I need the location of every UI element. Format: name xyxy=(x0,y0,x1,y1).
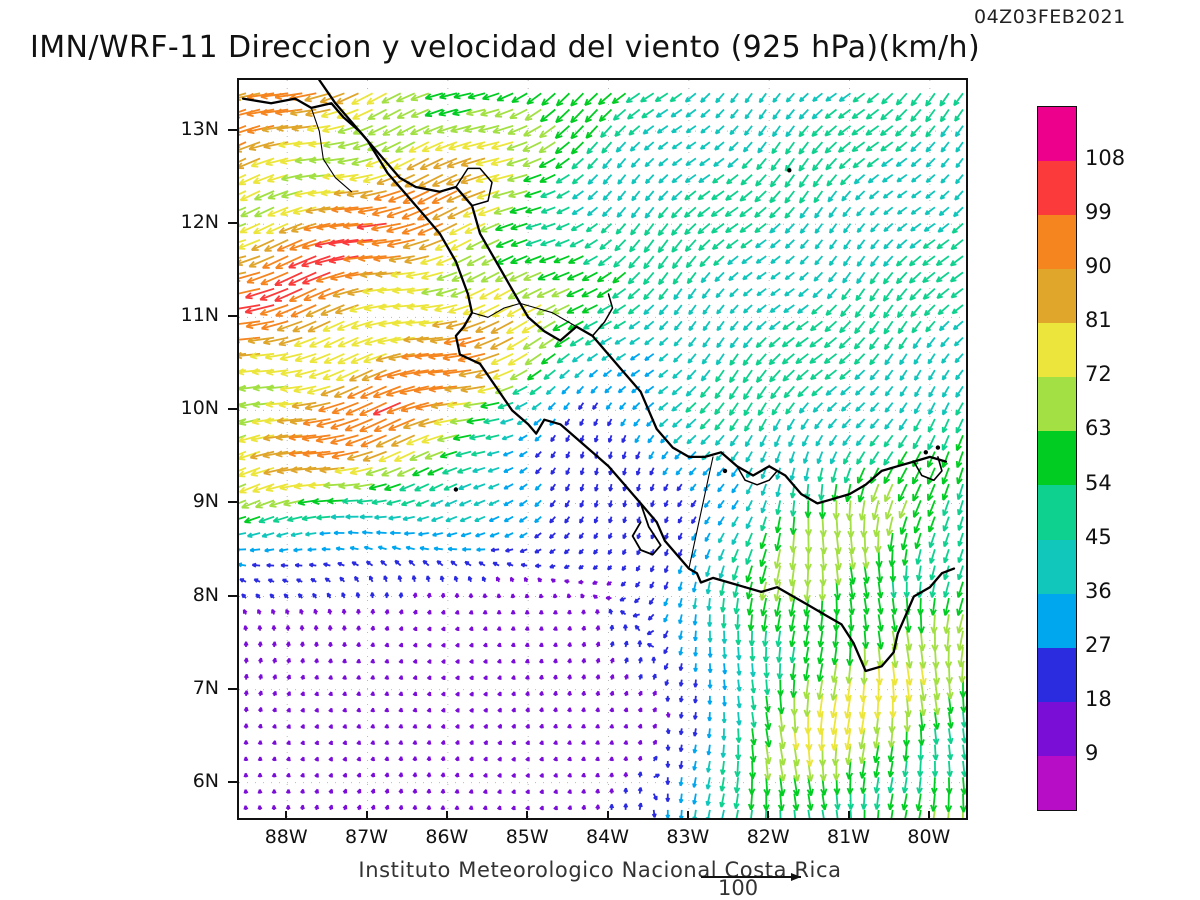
y-tick-mark xyxy=(228,408,237,411)
page-title: IMN/WRF-11 Direccion y velocidad del vie… xyxy=(30,30,981,65)
x-tick-mark xyxy=(767,811,770,820)
colorbar-label-36: 36 xyxy=(1085,578,1112,603)
colorbar-band-5 xyxy=(1038,377,1076,432)
x-tick-label-87w: 87W xyxy=(345,826,388,848)
x-tick-label-81w: 81W xyxy=(827,826,870,848)
x-tick-mark xyxy=(285,811,288,820)
colorbar-label-90: 90 xyxy=(1085,254,1112,279)
colorbar-band-3 xyxy=(1038,269,1076,324)
y-tick-label-9n: 9N xyxy=(192,490,219,513)
reference-vector-label: 100 xyxy=(718,876,759,900)
x-tick-mark xyxy=(847,811,850,820)
y-tick-label-10n: 10N xyxy=(180,397,219,420)
colorbar-band-6 xyxy=(1038,431,1076,486)
colorbar-label-18: 18 xyxy=(1085,686,1112,711)
reference-vector-icon xyxy=(701,873,801,881)
colorbar-label-63: 63 xyxy=(1085,416,1112,441)
colorbar-label-72: 72 xyxy=(1085,362,1112,387)
colorbar-band-9 xyxy=(1038,593,1076,648)
y-tick-mark xyxy=(228,780,237,783)
y-tick-label-6n: 6N xyxy=(192,769,219,792)
colorbar-label-45: 45 xyxy=(1085,524,1112,549)
x-tick-label-84w: 84W xyxy=(586,826,629,848)
x-tick-mark xyxy=(445,811,448,820)
colorbar-label-99: 99 xyxy=(1085,200,1112,225)
y-tick-label-8n: 8N xyxy=(192,583,219,606)
colorbar-label-108: 108 xyxy=(1085,146,1126,171)
y-tick-mark xyxy=(228,315,237,318)
x-tick-mark xyxy=(927,811,930,820)
x-tick-mark xyxy=(526,811,529,820)
y-tick-mark xyxy=(228,501,237,504)
y-tick-mark xyxy=(228,594,237,597)
colorbar-label-81: 81 xyxy=(1085,308,1112,333)
colorbar-band-7 xyxy=(1038,485,1076,540)
colorbar-band-10 xyxy=(1038,647,1076,702)
wind-vector-field xyxy=(239,92,966,818)
colorbar-band-8 xyxy=(1038,539,1076,594)
x-tick-mark xyxy=(686,811,689,820)
x-tick-mark xyxy=(365,811,368,820)
colorbar-label-9: 9 xyxy=(1085,740,1099,765)
x-tick-label-83w: 83W xyxy=(666,826,710,848)
colorbar-band-0 xyxy=(1038,107,1076,162)
x-tick-label-80w: 80W xyxy=(907,826,951,848)
colorbar-band-1 xyxy=(1038,161,1076,216)
colorbar-band-4 xyxy=(1038,323,1076,378)
y-tick-label-13n: 13N xyxy=(180,118,219,141)
y-tick-mark xyxy=(228,222,237,225)
colorbar-band-2 xyxy=(1038,215,1076,270)
colorbar-label-54: 54 xyxy=(1085,470,1112,495)
y-tick-label-12n: 12N xyxy=(180,211,219,234)
x-tick-label-86w: 86W xyxy=(425,826,469,848)
datestamp: 04Z03FEB2021 xyxy=(974,6,1126,28)
y-tick-mark xyxy=(228,129,237,132)
x-tick-label-82w: 82W xyxy=(746,826,790,848)
colorbar-label-27: 27 xyxy=(1085,632,1112,657)
x-tick-label-88w: 88W xyxy=(264,826,308,848)
y-tick-label-7n: 7N xyxy=(192,676,219,699)
y-tick-mark xyxy=(228,687,237,690)
x-tick-mark xyxy=(606,811,609,820)
colorbar-band-12 xyxy=(1038,755,1076,810)
colorbar xyxy=(1037,106,1077,811)
y-tick-label-11n: 11N xyxy=(180,304,219,327)
coastline-overlay xyxy=(241,80,956,673)
wind-field-plot xyxy=(237,78,968,820)
colorbar-band-11 xyxy=(1038,701,1076,756)
footer-credit: Instituto Meteorologico Nacional Costa R… xyxy=(358,858,842,882)
x-tick-label-85w: 85W xyxy=(505,826,549,848)
